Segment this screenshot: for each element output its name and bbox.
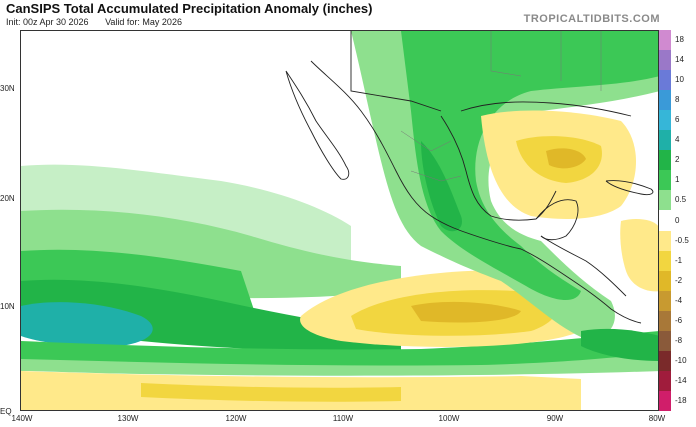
lat-label-30n: 30N [0,84,15,93]
colorbar-label: -2 [675,275,683,285]
lon-label-140w: 140W [11,414,33,423]
lon-label-130w: 130W [117,414,139,423]
colorbar-segment [659,210,671,232]
map-title: CanSIPS Total Accumulated Precipitation … [6,1,373,16]
colorbar-segment [659,90,671,111]
colorbar-segment [659,170,671,191]
header: CanSIPS Total Accumulated Precipitation … [0,0,696,30]
init-time: Init: 00z Apr 30 2026 [6,17,89,27]
colorbar-label: 10 [675,75,684,85]
colorbar-segment [659,370,671,392]
lon-label-100w: 100W [438,414,460,423]
colorbar-label: 14 [675,55,684,65]
colorbar-label: -1 [675,255,683,265]
colorbar-label: -18 [675,395,687,405]
valid-time: Valid for: May 2026 [105,17,182,27]
colorbar-segment [659,350,671,372]
lon-label-110w: 110W [332,414,354,423]
colorbar-segment [659,330,671,352]
colorbar-label: 2 [675,155,680,165]
colorbar-label: -8 [675,335,683,345]
colorbar-label: -10 [675,355,687,365]
lat-label-eq: EQ [0,407,12,416]
colorbar-segment [659,110,671,131]
colorbar-label: 1 [675,175,680,185]
colorbar-segment [659,50,671,71]
colorbar-label: 8 [675,95,680,105]
colorbar-segment [659,130,671,151]
lon-label-120w: 120W [225,414,247,423]
colorbar-label: 18 [675,35,684,45]
colorbar-label: 0 [675,215,680,225]
lat-label-10n: 10N [0,302,15,311]
colorbar-label: -14 [675,375,687,385]
coastlines [285,31,654,324]
colorbar-segment [659,230,671,252]
colorbar-segment [659,70,671,91]
colorbar-segment [659,310,671,332]
colorbar [659,30,671,412]
colorbar-label: 4 [675,135,680,145]
lon-label-90w: 90W [546,414,564,423]
colorbar-label: 0.5 [675,195,687,205]
map-subtitle: Init: 00z Apr 30 2026 Valid for: May 202… [6,17,196,27]
colorbar-label: -6 [675,315,683,325]
lon-label-80w: 80W [648,414,666,423]
anomaly-fields [21,31,658,410]
anomaly-map [20,30,659,411]
colorbar-segment [659,30,671,51]
colorbar-label: -4 [675,295,683,305]
colorbar-segment [659,150,671,171]
colorbar-segment [659,250,671,272]
colorbar-segment [659,390,671,412]
brand-watermark: TROPICALTIDBITS.COM [523,13,660,25]
colorbar-segment [659,270,671,292]
colorbar-label: -0.5 [675,235,689,245]
lat-label-20n: 20N [0,194,15,203]
state-borders [400,31,602,182]
colorbar-label: 6 [675,115,680,125]
colorbar-segment [659,290,671,312]
colorbar-segment [659,190,671,211]
map-canvas [21,31,658,410]
